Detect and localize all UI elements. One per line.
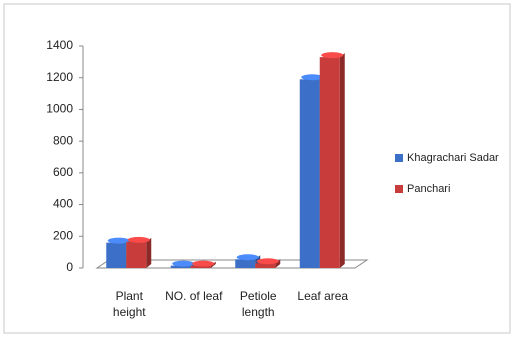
x-tick-label: Petiole length [239,289,277,319]
bar [255,263,276,268]
x-tick-label: NO. of leaf [165,289,223,303]
bar [235,259,256,268]
bar-side [339,53,345,268]
chart-frame [3,3,511,334]
y-tick-label: 1000 [46,102,73,116]
y-tick-label: 1400 [46,38,73,52]
bar-top [192,260,215,267]
y-tick-label: 200 [53,228,73,242]
bar-side [146,237,152,268]
legend-label: Khagrachari Sadar [407,152,499,164]
bar [190,265,211,268]
legend-label: Panchari [407,183,450,195]
bar [319,57,340,268]
y-tick-label: 600 [53,165,73,179]
bar-top [321,52,344,59]
bar [106,242,127,268]
x-tick-label: Leaf area [297,289,349,303]
bar [170,265,191,268]
x-tick-label: Plant height [112,289,146,319]
legend-swatch [395,185,403,193]
bar-top [172,260,195,267]
bar [126,241,147,268]
y-tick-label: 800 [53,133,73,147]
bar-top [256,258,279,265]
bar-top [236,254,259,261]
bar-top [301,74,324,81]
y-tick-label: 400 [53,197,73,211]
legend-swatch [395,154,403,162]
y-tick-label: 1200 [46,70,73,84]
bar [299,79,320,268]
bar-top [107,237,130,244]
y-tick-label: 0 [66,260,73,274]
bar-side [275,259,281,268]
bar-top [127,236,150,243]
